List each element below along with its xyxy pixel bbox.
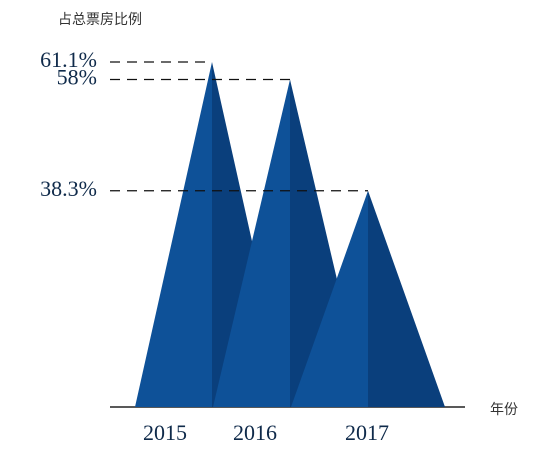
triangle-left [213, 79, 290, 408]
x-tick-label: 2016 [233, 420, 277, 445]
triangle-left [135, 62, 212, 408]
triangle-right [368, 190, 445, 407]
triangle-left [291, 190, 368, 407]
y-axis-label: 占总票房比例 [58, 12, 142, 28]
x-tick-label: 2017 [345, 420, 389, 445]
x-axis-label: 年份 [490, 402, 518, 418]
y-tick-label: 61.1% [40, 47, 97, 72]
x-tick-label: 2015 [143, 420, 187, 445]
y-tick-label: 38.3% [40, 176, 97, 201]
y-tick-label: 58% [57, 65, 97, 90]
